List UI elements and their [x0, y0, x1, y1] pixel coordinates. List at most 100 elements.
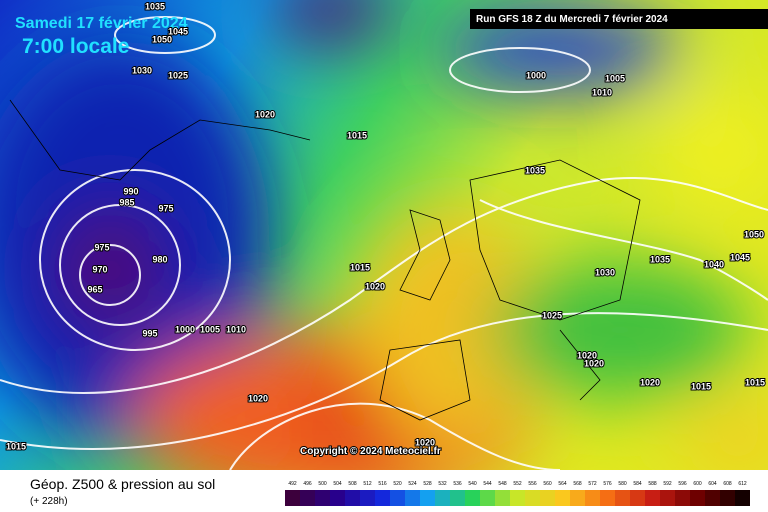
isobar-label: 980	[152, 254, 167, 264]
isobar-label: 965	[87, 284, 102, 294]
colorbar-label: 604	[708, 481, 717, 487]
isobar-label: 1025	[168, 70, 188, 80]
colorbar-label: 528	[423, 481, 432, 487]
colorbar-swatch	[600, 490, 615, 506]
colorbar-label: 612	[738, 481, 747, 487]
colorbar-label: 608	[723, 481, 732, 487]
colorbar-label: 512	[363, 481, 372, 487]
isobar-label: 1045	[730, 252, 750, 262]
colorbar-swatch	[585, 490, 600, 506]
isobar-label: 1010	[226, 324, 246, 334]
colorbar-swatch	[360, 490, 375, 506]
isobar-label: 1010	[592, 87, 612, 97]
colorbar-label: 492	[288, 481, 297, 487]
colorbar-label: 560	[543, 481, 552, 487]
colorbar-swatch	[420, 490, 435, 506]
isobar-label: 1000	[175, 324, 195, 334]
forecast-date: Samedi 17 février 2024	[15, 15, 188, 32]
isobar-label: 1020	[365, 281, 385, 291]
isobar-label: 1005	[200, 324, 220, 334]
colorbar-label: 524	[408, 481, 417, 487]
colorbar-swatch	[735, 490, 750, 506]
colorbar-label: 508	[348, 481, 357, 487]
colorbar-label: 536	[453, 481, 462, 487]
isobar-label: 985	[119, 197, 134, 207]
colorbar-label: 576	[603, 481, 612, 487]
isobar-label: 990	[123, 186, 138, 196]
colorbar-label: 588	[648, 481, 657, 487]
colorbar-swatch	[615, 490, 630, 506]
colorbar-swatch	[450, 490, 465, 506]
colorbar-swatch	[660, 490, 675, 506]
colorbar-label: 520	[393, 481, 402, 487]
isobar-labels: 1035 1045 1050 1030 1025 1020 1015 1000 1005 1010…	[5, 0, 766, 452]
colorbar-label: 516	[378, 481, 387, 487]
isobar-label: 975	[158, 203, 173, 213]
colorbar: 492 496 500 504 508 512 516 520 524 528 532 536 540 5…	[285, 481, 750, 506]
colorbar-label: 500	[318, 481, 327, 487]
isobar-label: 1015	[347, 130, 367, 140]
isobar-label: 1020	[577, 350, 597, 360]
isobar-label: 1020	[248, 393, 268, 403]
isobar-label: 1015	[350, 262, 370, 272]
isobar-label: 1000	[526, 70, 546, 80]
colorbar-swatch	[720, 490, 735, 506]
run-info: Run GFS 18 Z du Mercredi 7 février 2024	[476, 14, 668, 25]
colorbar-swatch	[405, 490, 420, 506]
isobar-label: 995	[142, 328, 157, 338]
isobar-label: 1050	[744, 229, 764, 239]
colorbar-swatch	[300, 490, 315, 506]
isobar-label: 1005	[605, 73, 625, 83]
footer-title: Géop. Z500 & pression au sol	[30, 476, 215, 492]
colorbar-swatch	[510, 490, 525, 506]
colorbar-swatch	[525, 490, 540, 506]
isobar-label: 1015	[6, 441, 26, 451]
colorbar-swatch	[285, 490, 300, 506]
isobar-label: 1040	[704, 259, 724, 269]
colorbar-swatch	[390, 490, 405, 506]
isobar-label: 1035	[650, 254, 670, 264]
colorbar-swatch	[435, 490, 450, 506]
forecast-time: 7:00 locale	[22, 35, 129, 58]
isobar-label: 1045	[168, 26, 188, 36]
colorbar-swatch	[630, 490, 645, 506]
isobar-label: 1030	[132, 65, 152, 75]
run-banner	[470, 9, 768, 29]
isobar-label: 1020	[584, 358, 604, 368]
colorbar-swatch	[555, 490, 570, 506]
colorbar-swatch	[570, 490, 585, 506]
colorbar-swatch	[480, 490, 495, 506]
isobar-label: 975	[94, 242, 109, 252]
colorbar-label: 496	[303, 481, 312, 487]
colorbar-label: 596	[678, 481, 687, 487]
isobar-label: 1030	[595, 267, 615, 277]
colorbar-swatch	[540, 490, 555, 506]
colorbar-label: 540	[468, 481, 477, 487]
colorbar-swatch	[675, 490, 690, 506]
colorbar-label: 584	[633, 481, 642, 487]
colorbar-label: 548	[498, 481, 507, 487]
colorbar-swatch	[315, 490, 330, 506]
colorbar-swatch	[690, 490, 705, 506]
colorbar-label: 532	[438, 481, 447, 487]
isobar-label: 1035	[145, 1, 165, 11]
colorbar-label: 568	[573, 481, 582, 487]
isobar-label: 1015	[691, 381, 711, 391]
isobar-label: 1025	[542, 310, 562, 320]
isobar-label: 970	[92, 264, 107, 274]
colorbar-label: 580	[618, 481, 627, 487]
colorbar-label: 544	[483, 481, 492, 487]
colorbar-swatch	[495, 490, 510, 506]
colorbar-label: 552	[513, 481, 522, 487]
isobar-label: 1035	[525, 165, 545, 175]
colorbar-swatch	[345, 490, 360, 506]
isobar-label: 1020	[640, 377, 660, 387]
colorbar-label: 564	[558, 481, 567, 487]
colorbar-swatch	[465, 490, 480, 506]
colorbar-label: 572	[588, 481, 597, 487]
colorbar-label: 504	[333, 481, 342, 487]
colorbar-swatch	[645, 490, 660, 506]
isobar-label: 1015	[745, 377, 765, 387]
